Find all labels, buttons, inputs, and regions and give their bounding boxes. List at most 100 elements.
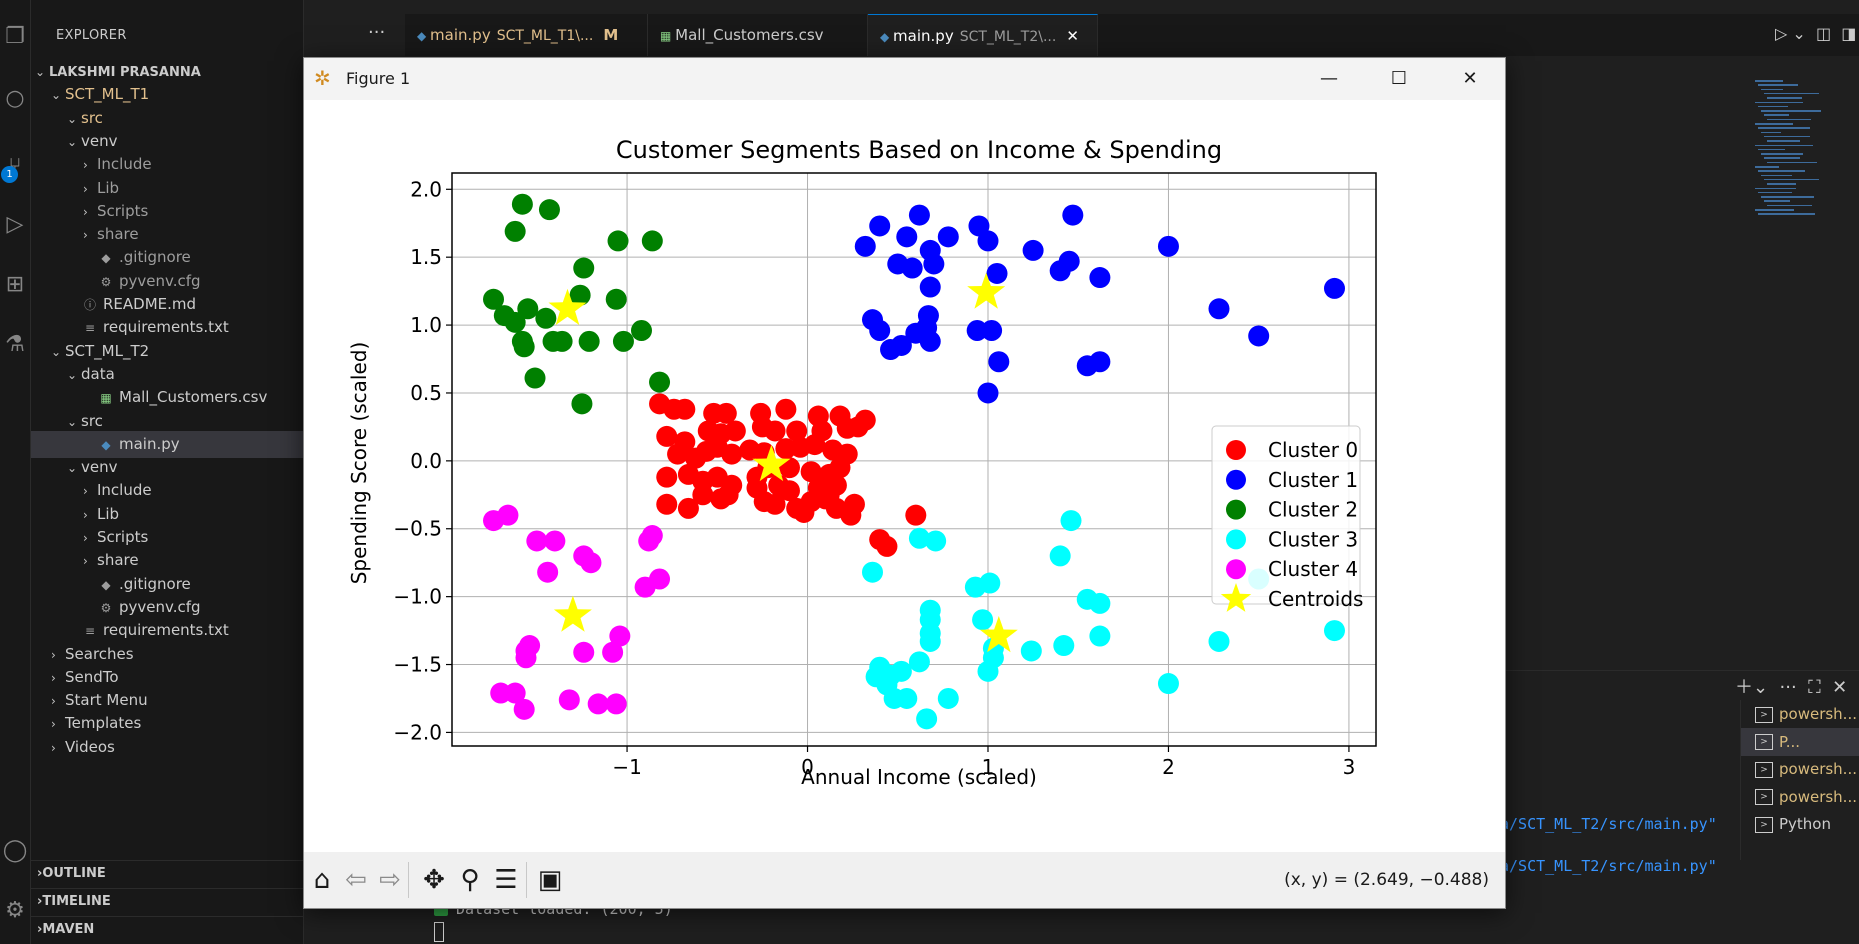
- terminal-session-label: P...: [1779, 732, 1801, 751]
- testing-icon[interactable]: ⚗: [5, 332, 25, 357]
- tree-item[interactable]: › Templates: [31, 710, 303, 737]
- tree-item[interactable]: › Include: [31, 151, 303, 178]
- data-point: [1208, 630, 1230, 652]
- minimap-line: [1764, 135, 1810, 138]
- tree-item[interactable]: ⌄ SCT_ML_T2: [31, 338, 303, 365]
- tree-item[interactable]: › Searches: [31, 641, 303, 668]
- tree-item[interactable]: ⌄ SCT_ML_T1: [31, 81, 303, 108]
- tree-item[interactable]: ⓘ README.md: [31, 291, 303, 318]
- data-point: [764, 493, 786, 515]
- save-icon[interactable]: ▣: [537, 865, 563, 895]
- terminal-actions[interactable]: ＋⌄ ··· ⛶ ✕: [1735, 677, 1848, 698]
- legend-marker: [1226, 559, 1246, 580]
- tree-item-label: SCT_ML_T2: [65, 341, 150, 360]
- tree-item[interactable]: ◆ .gitignore: [31, 571, 303, 598]
- tree-item[interactable]: › Scripts: [31, 524, 303, 551]
- sidebar-section[interactable]: ›OUTLINE: [31, 860, 303, 887]
- tree-item[interactable]: ⚙ pyvenv.cfg: [31, 268, 303, 295]
- tree-item[interactable]: ⌄ src: [31, 105, 303, 132]
- run-button[interactable]: ▷ ⌄ ◫ ◨: [1775, 24, 1857, 43]
- sidebar-section[interactable]: ›TIMELINE: [31, 888, 303, 915]
- tree-item[interactable]: ⌄ venv: [31, 454, 303, 481]
- terminal-session[interactable]: > powersh...: [1741, 755, 1859, 783]
- chart-title: Customer Segments Based on Income & Spen…: [616, 136, 1222, 164]
- data-point: [573, 641, 595, 663]
- terminal-session[interactable]: > powersh...: [1741, 700, 1859, 728]
- editor-tab[interactable]: ◆ main.py SCT_ML_T2\... ✕: [868, 14, 1098, 56]
- tree-item-label: Mall_Customers.csv: [119, 388, 268, 407]
- tree-item[interactable]: › Lib: [31, 501, 303, 528]
- run-debug-icon[interactable]: ▷: [6, 212, 24, 237]
- explorer-icon[interactable]: ❐: [5, 24, 25, 49]
- data-point: [538, 199, 560, 221]
- terminal-session[interactable]: > Python: [1741, 810, 1859, 838]
- zoom-icon[interactable]: ⚲: [460, 865, 480, 895]
- data-point: [1089, 351, 1111, 373]
- explorer-more-button[interactable]: ···: [368, 22, 386, 43]
- chevron-right-icon: ›: [51, 740, 56, 755]
- panel-divider: [1305, 670, 1859, 671]
- extensions-icon[interactable]: ⊞: [5, 272, 25, 297]
- centroid-marker: [979, 616, 1018, 653]
- search-icon[interactable]: ○: [5, 86, 25, 111]
- tree-item[interactable]: › Videos: [31, 734, 303, 761]
- settings-gear-icon[interactable]: ⚙: [5, 898, 25, 923]
- legend-label: Cluster 3: [1268, 527, 1358, 551]
- figure-titlebar[interactable]: ✲ Figure 1 — ☐ ✕: [304, 58, 1505, 100]
- pan-icon[interactable]: ✥: [423, 865, 445, 895]
- tree-item[interactable]: ⌄ LAKSHMI PRASANNA: [31, 58, 303, 85]
- tree-item-label: SendTo: [65, 667, 119, 686]
- chevron-down-icon: ⌄: [51, 344, 62, 359]
- tree-item[interactable]: ⌄ venv: [31, 128, 303, 155]
- tree-item[interactable]: ▦ Mall_Customers.csv: [31, 384, 303, 411]
- terminal-session[interactable]: > powersh...: [1741, 783, 1859, 811]
- file-icon: ≡: [84, 624, 96, 639]
- tree-item[interactable]: › Include: [31, 477, 303, 504]
- tab-close-icon[interactable]: ✕: [1066, 27, 1079, 45]
- minimap-line: [1758, 191, 1792, 194]
- minimize-button[interactable]: —: [1320, 68, 1338, 89]
- chevron-right-icon: ›: [37, 894, 43, 909]
- terminal-icon: >: [1755, 816, 1773, 833]
- tree-item[interactable]: › Scripts: [31, 198, 303, 225]
- editor-tab[interactable]: ◆ main.py SCT_ML_T1\... M: [405, 14, 648, 56]
- chevron-down-icon: ⌄: [51, 88, 62, 103]
- tree-item[interactable]: ⌄ src: [31, 408, 303, 435]
- tree-item[interactable]: ◆ .gitignore: [31, 244, 303, 271]
- tree-item[interactable]: ⌄ data: [31, 361, 303, 388]
- chevron-right-icon: ›: [83, 158, 88, 173]
- forward-arrow-icon[interactable]: ⇨: [379, 865, 401, 895]
- legend-label: Cluster 2: [1268, 498, 1358, 522]
- configure-subplots-icon[interactable]: ☰: [494, 865, 518, 895]
- account-icon[interactable]: ◯: [2, 838, 28, 863]
- minimap[interactable]: [1755, 80, 1845, 220]
- tree-item[interactable]: ≡ requirements.txt: [31, 314, 303, 341]
- scatter-plot[interactable]: Customer Segments Based on Income & Spen…: [304, 100, 1505, 852]
- x-tick-label: 0: [801, 755, 814, 779]
- tree-item[interactable]: ◆ main.py: [31, 430, 303, 458]
- tree-item[interactable]: › Lib: [31, 175, 303, 202]
- data-point: [988, 351, 1010, 373]
- close-button[interactable]: ✕: [1462, 68, 1478, 89]
- chevron-down-icon: ⌄: [67, 111, 78, 126]
- tree-item[interactable]: ⚙ pyvenv.cfg: [31, 594, 303, 621]
- chevron-right-icon: ›: [83, 228, 88, 243]
- minimap-line: [1761, 153, 1803, 155]
- home-icon[interactable]: ⌂: [313, 865, 331, 895]
- data-point: [607, 230, 629, 252]
- data-point: [641, 230, 663, 252]
- sidebar-section[interactable]: ›MAVEN: [31, 916, 303, 943]
- maximize-button[interactable]: ☐: [1390, 68, 1408, 89]
- tree-item[interactable]: ≡ requirements.txt: [31, 617, 303, 644]
- terminal-session[interactable]: > P...: [1741, 727, 1859, 756]
- legend-label: Centroids: [1268, 587, 1363, 611]
- data-point: [656, 466, 678, 488]
- data-point: [571, 393, 593, 415]
- data-point: [908, 651, 930, 673]
- editor-tab[interactable]: ▦ Mall_Customers.csv: [648, 14, 868, 56]
- tree-item[interactable]: › SendTo: [31, 664, 303, 691]
- tree-item[interactable]: › Start Menu: [31, 687, 303, 714]
- tree-item[interactable]: › share: [31, 221, 303, 248]
- tree-item[interactable]: › share: [31, 547, 303, 574]
- back-arrow-icon[interactable]: ⇦: [345, 865, 367, 895]
